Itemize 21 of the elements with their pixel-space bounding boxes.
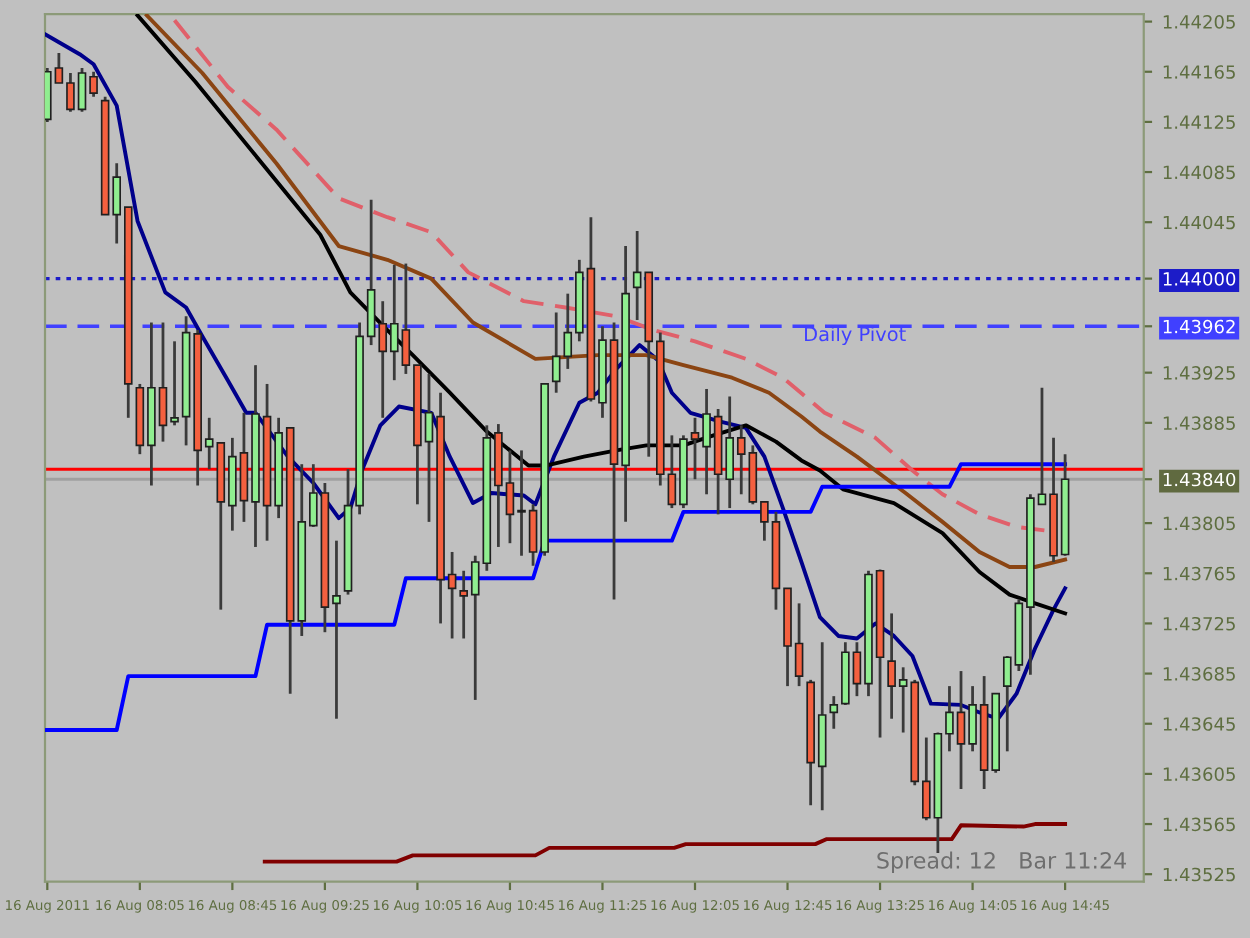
- y-tick-label: 1.43765: [1163, 566, 1235, 581]
- y-tick-label: 1.43645: [1163, 717, 1235, 731]
- y-tick-label: 1.44045: [1163, 215, 1235, 230]
- line-series: [45, 462, 1068, 732]
- y-tick-label: 1.44085: [1163, 165, 1235, 180]
- y-tick-label: 1.43605: [1163, 767, 1235, 782]
- y-tick-label: 1.44165: [1163, 65, 1235, 79]
- y-tick-label: 1.44000: [1163, 272, 1236, 286]
- y-tick-label: 1.43925: [1163, 366, 1235, 380]
- y-tick-label: 1.43525: [1163, 867, 1235, 882]
- y-tick-label: 1.44205: [1163, 15, 1235, 29]
- annotation: Spread: 12 Bar 11:24: [877, 851, 1127, 874]
- y-tick-label: 1.44125: [1163, 115, 1235, 130]
- y-tick-label: 1.43885: [1163, 416, 1235, 430]
- line-series: [45, 32, 1068, 721]
- y-tick-label: 1.43962: [1163, 319, 1235, 334]
- y-tick-label: 1.43725: [1163, 616, 1235, 631]
- y-tick-label: 1.43840: [1163, 472, 1236, 487]
- y-tick-label: 1.43685: [1163, 667, 1235, 681]
- y-tick-label: 1.43805: [1163, 516, 1235, 531]
- y-tick-label: 1.43565: [1163, 817, 1235, 832]
